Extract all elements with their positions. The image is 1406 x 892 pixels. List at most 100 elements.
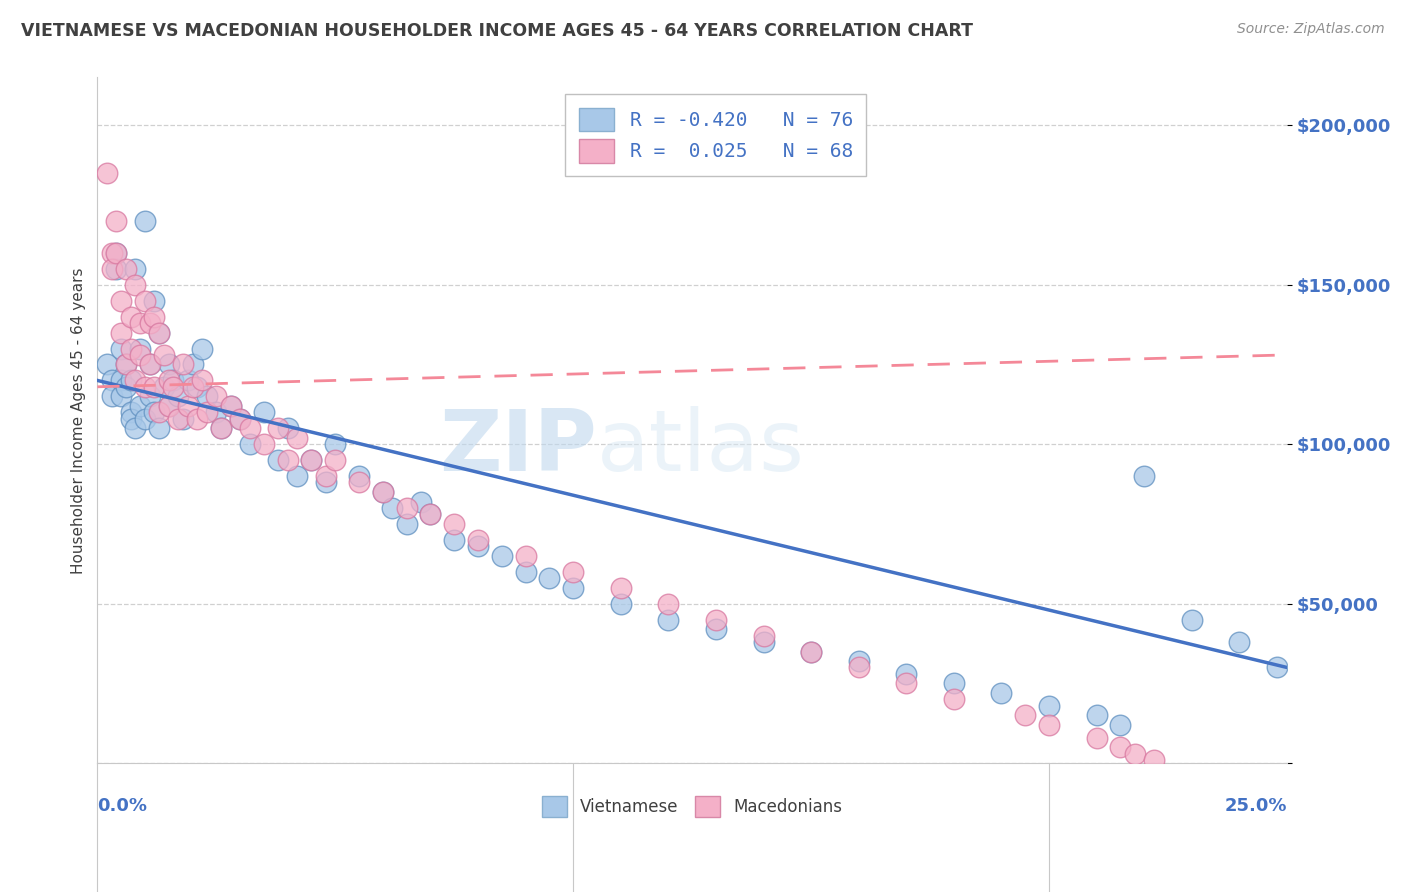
Point — [323, 453, 346, 467]
Point — [229, 411, 252, 425]
Point — [467, 533, 489, 547]
Point — [100, 261, 122, 276]
Point — [134, 380, 156, 394]
Point — [347, 469, 370, 483]
Point — [610, 597, 633, 611]
Point — [239, 421, 262, 435]
Point — [942, 692, 965, 706]
Y-axis label: Householder Income Ages 45 - 64 years: Householder Income Ages 45 - 64 years — [72, 267, 86, 574]
Point — [347, 475, 370, 490]
Point — [143, 380, 166, 394]
Point — [1085, 731, 1108, 745]
Point — [562, 581, 585, 595]
Point — [129, 399, 152, 413]
Text: 0.0%: 0.0% — [97, 797, 148, 815]
Point — [157, 373, 180, 387]
Point — [443, 516, 465, 531]
Point — [110, 293, 132, 308]
Point — [162, 380, 184, 394]
Point — [100, 389, 122, 403]
Point — [191, 342, 214, 356]
Point — [205, 389, 228, 403]
Point — [443, 533, 465, 547]
Point — [219, 399, 242, 413]
Point — [848, 654, 870, 668]
Point — [1227, 635, 1250, 649]
Point — [253, 405, 276, 419]
Point — [148, 405, 170, 419]
Point — [124, 421, 146, 435]
Point — [1038, 718, 1060, 732]
Point — [129, 342, 152, 356]
Point — [657, 613, 679, 627]
Point — [538, 571, 561, 585]
Point — [129, 348, 152, 362]
Point — [1014, 708, 1036, 723]
Text: Source: ZipAtlas.com: Source: ZipAtlas.com — [1237, 22, 1385, 37]
Point — [191, 373, 214, 387]
Point — [1085, 708, 1108, 723]
Point — [267, 421, 290, 435]
Point — [657, 597, 679, 611]
Point — [848, 660, 870, 674]
Point — [148, 326, 170, 340]
Point — [704, 613, 727, 627]
Point — [153, 380, 176, 394]
Point — [115, 358, 138, 372]
Point — [752, 629, 775, 643]
Point — [301, 453, 323, 467]
Point — [172, 411, 194, 425]
Point — [148, 326, 170, 340]
Point — [157, 399, 180, 413]
Point — [134, 411, 156, 425]
Point — [181, 380, 204, 394]
Point — [105, 214, 128, 228]
Point — [167, 411, 190, 425]
Point — [124, 373, 146, 387]
Point — [239, 437, 262, 451]
Point — [467, 539, 489, 553]
Point — [138, 358, 160, 372]
Point — [800, 644, 823, 658]
Point — [209, 421, 232, 435]
Point — [267, 453, 290, 467]
Point — [301, 453, 323, 467]
Point — [395, 500, 418, 515]
Point — [395, 516, 418, 531]
Point — [896, 676, 918, 690]
Point — [942, 676, 965, 690]
Point — [96, 358, 118, 372]
Point — [209, 421, 232, 435]
Point — [100, 373, 122, 387]
Point — [285, 431, 308, 445]
Text: ZIP: ZIP — [439, 406, 598, 489]
Point — [219, 399, 242, 413]
Point — [105, 261, 128, 276]
Point — [143, 310, 166, 324]
Point — [1181, 613, 1204, 627]
Point — [110, 373, 132, 387]
Point — [409, 494, 432, 508]
Point — [515, 565, 537, 579]
Point — [1123, 747, 1146, 761]
Point — [129, 316, 152, 330]
Point — [1109, 740, 1132, 755]
Point — [110, 342, 132, 356]
Point — [1267, 660, 1289, 674]
Point — [195, 405, 218, 419]
Point — [177, 399, 200, 413]
Point — [120, 373, 142, 387]
Point — [134, 214, 156, 228]
Point — [229, 411, 252, 425]
Point — [138, 389, 160, 403]
Point — [110, 389, 132, 403]
Point — [143, 293, 166, 308]
Point — [315, 475, 337, 490]
Point — [381, 500, 404, 515]
Point — [181, 358, 204, 372]
Point — [100, 245, 122, 260]
Point — [277, 453, 299, 467]
Point — [253, 437, 276, 451]
Point — [1133, 469, 1156, 483]
Point — [990, 686, 1012, 700]
